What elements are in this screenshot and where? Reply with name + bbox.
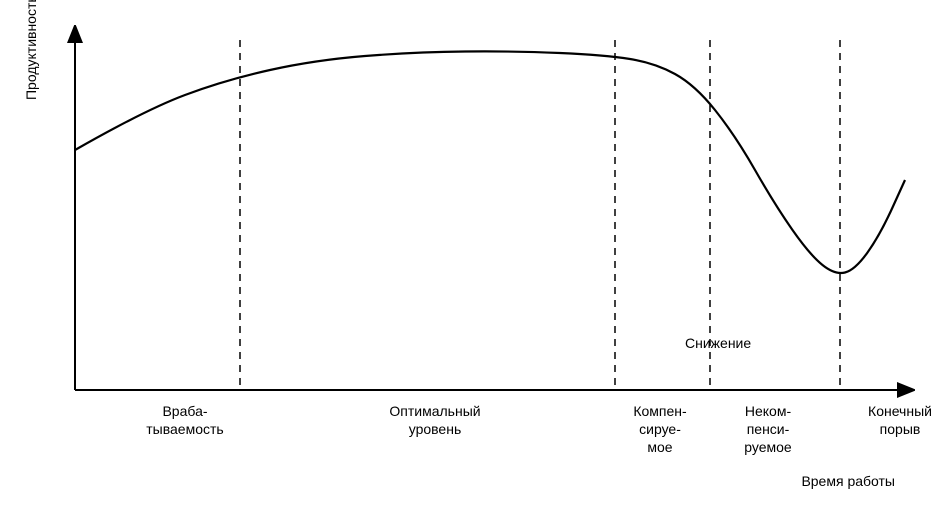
- phase-label: Враба- тываемость: [110, 402, 260, 438]
- x-axis-label: Время работы: [801, 473, 895, 489]
- productivity-chart: Продуктивность работы Снижение Враба- ты…: [15, 15, 925, 497]
- phase-label: Конечный порыв: [845, 402, 940, 438]
- reduction-label: Снижение: [685, 335, 751, 351]
- plot-area: Снижение: [65, 25, 915, 415]
- phase-label: Неком- пенси- руемое: [713, 402, 823, 457]
- phase-label: Компен- сируе- мое: [615, 402, 705, 457]
- y-axis-label: Продуктивность работы: [23, 0, 39, 100]
- phase-label: Оптимальный уровень: [325, 402, 545, 438]
- chart-svg: [65, 25, 915, 415]
